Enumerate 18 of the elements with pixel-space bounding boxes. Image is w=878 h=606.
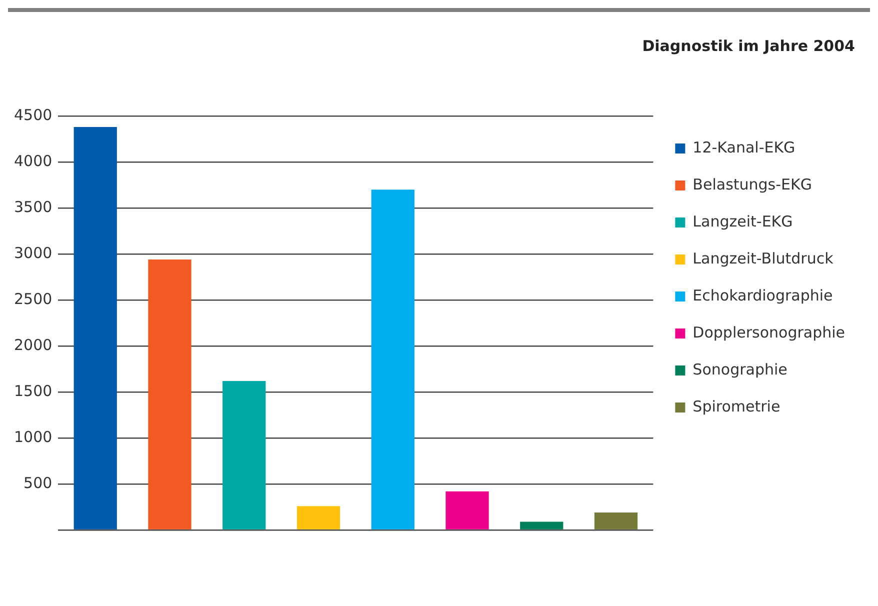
- legend-label: 12-Kanal-EKG: [692, 138, 796, 156]
- legend-label: Langzeit-Blutdruck: [692, 249, 834, 268]
- legend-label: Dopplersonographie: [692, 323, 846, 342]
- y-tick-label: 3500: [14, 198, 52, 216]
- y-tick-label: 3000: [14, 244, 52, 262]
- text: Diagnostik im Jahre 2004: [642, 36, 855, 55]
- legend-label: Belastungs-EKG: [692, 175, 812, 194]
- y-tick-label: 1000: [14, 428, 52, 446]
- legend-label: Echokardiographie: [692, 286, 833, 304]
- y-tick-label: 2000: [14, 336, 52, 354]
- legend-label: Langzeit-EKG: [692, 212, 793, 230]
- y-tick-label: 1500: [14, 382, 52, 400]
- y-tick-label: 4500: [14, 106, 52, 124]
- legend-label: Sonographie: [692, 360, 788, 378]
- legend-label: Spirometrie: [692, 397, 780, 416]
- y-tick-label: 2500: [14, 290, 52, 308]
- y-tick-label: 4000: [14, 152, 52, 170]
- y-tick-label: 500: [24, 474, 52, 492]
